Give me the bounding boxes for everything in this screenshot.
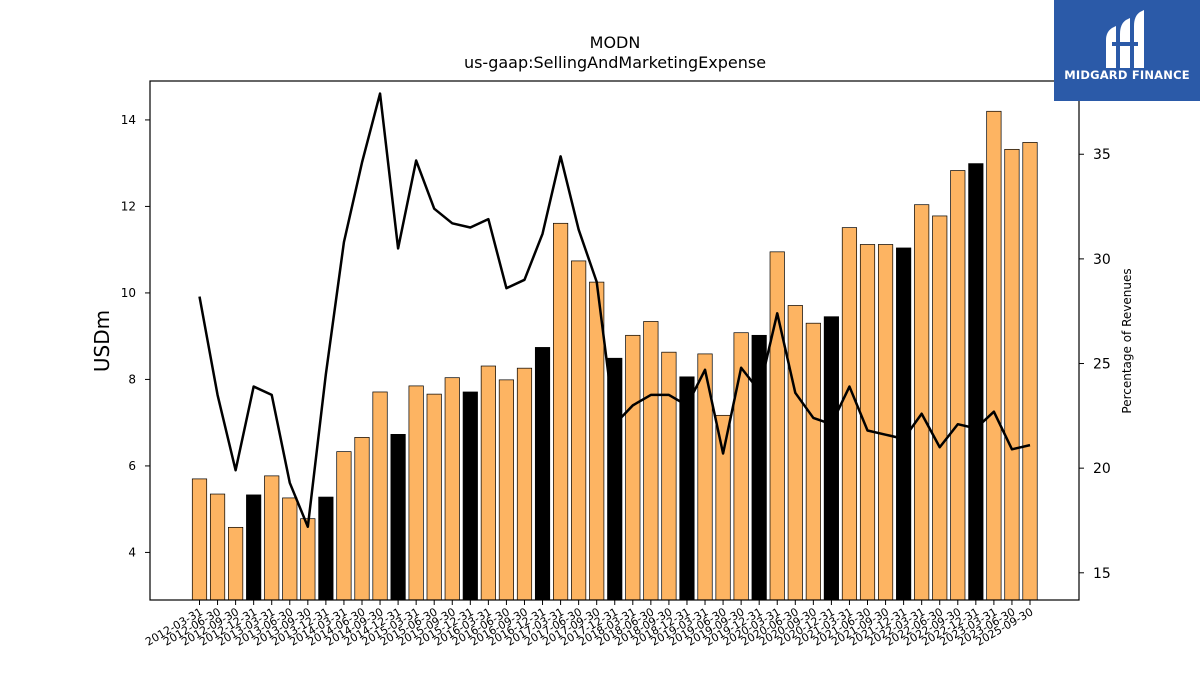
- bar: [462, 391, 478, 601]
- bar-series: [191, 110, 1038, 601]
- y-tick-label: 14: [121, 113, 136, 127]
- bar: [191, 478, 208, 601]
- bar: [282, 497, 298, 601]
- y-tick-label: 6: [128, 459, 136, 473]
- chart-title: MODN: [590, 33, 641, 52]
- bar: [968, 163, 984, 601]
- bar: [553, 222, 569, 601]
- bar: [209, 493, 226, 601]
- y-tick-label: 10: [121, 286, 136, 300]
- bar: [408, 385, 424, 601]
- bar: [914, 204, 930, 601]
- bar: [390, 434, 406, 601]
- bar: [426, 393, 442, 601]
- bar: [444, 377, 460, 601]
- bar: [823, 316, 839, 601]
- bar: [607, 357, 623, 601]
- bar: [534, 347, 551, 601]
- y2-tick-label: 30: [1093, 252, 1111, 268]
- y-tick-label: 4: [128, 545, 136, 559]
- y2-tick-label: 35: [1093, 147, 1111, 163]
- y2-tick-label: 25: [1093, 357, 1111, 373]
- bar: [246, 494, 262, 601]
- y2-tick-label: 15: [1093, 566, 1111, 582]
- x-axis: 2012-03-312012-06-302012-09-302012-12-31…: [143, 600, 1036, 649]
- bar: [372, 391, 388, 601]
- bar: [625, 334, 641, 601]
- bar: [643, 321, 659, 601]
- y-tick-label: 12: [121, 199, 136, 213]
- bar: [480, 365, 496, 601]
- y-tick-label: 8: [128, 372, 136, 386]
- bar: [1004, 148, 1020, 601]
- bar: [679, 376, 695, 601]
- midgard-logo-mark-icon: [1106, 10, 1144, 68]
- y2-axis-label: Percentage of Revenues: [1120, 268, 1134, 413]
- bar: [986, 110, 1002, 601]
- bar: [661, 351, 677, 601]
- bar: [516, 367, 533, 601]
- y2-tick-label: 20: [1093, 461, 1111, 477]
- bar: [805, 322, 821, 601]
- chart-subtitle: us-gaap:SellingAndMarketingExpense: [464, 53, 766, 72]
- bar: [715, 414, 731, 601]
- bar: [950, 170, 966, 601]
- bar: [354, 437, 370, 601]
- y-axis-left: 4 6 8 10 12 14: [121, 113, 150, 559]
- bar: [932, 215, 948, 601]
- logo-brand-text: MIDGARD FINANCE: [1064, 68, 1190, 82]
- midgard-finance-logo: MIDGARD FINANCE: [1054, 0, 1200, 101]
- bar: [751, 334, 767, 601]
- y-axis-right: 15 20 25 30 35: [1079, 147, 1111, 582]
- bar: [859, 244, 876, 601]
- bar: [1022, 142, 1038, 601]
- bar: [318, 496, 334, 601]
- bar: [571, 260, 587, 601]
- bar: [787, 305, 803, 601]
- bar: [841, 227, 858, 601]
- bar: [877, 244, 894, 601]
- bar: [300, 518, 316, 601]
- bar: [336, 451, 352, 601]
- bar: [264, 475, 280, 601]
- y-axis-label: USDm: [90, 310, 114, 372]
- bar: [769, 251, 785, 601]
- revenue-percentage-line: [198, 92, 1031, 528]
- line-series: [198, 92, 1031, 528]
- bar: [498, 379, 514, 601]
- bar: [896, 247, 912, 601]
- bar: [228, 526, 244, 601]
